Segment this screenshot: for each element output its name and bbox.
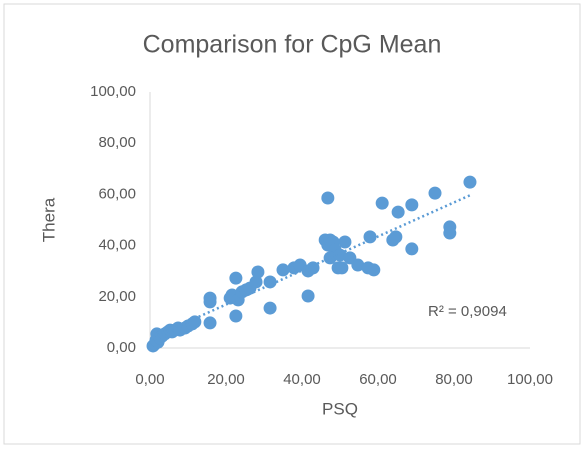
point [367,263,381,277]
x-tick-label: 80,00 [435,371,473,388]
y-tick-label: 40,00 [98,237,136,254]
point [203,316,217,330]
y-tick-label: 60,00 [98,185,136,202]
x-tick-label: 0,00 [135,371,164,388]
point [263,275,277,289]
point [443,226,457,240]
point [188,315,202,329]
y-tick-label: 80,00 [98,134,136,151]
chart-title: Comparison for CpG Mean [143,31,442,59]
point [323,251,337,265]
point [203,295,217,309]
point [351,258,365,272]
point [321,191,335,205]
point [229,271,243,285]
point [229,309,243,323]
point [251,265,265,279]
point [249,275,263,289]
point [335,261,349,275]
point [405,198,419,212]
x-tick-label: 20,00 [207,371,245,388]
y-tick-label: 0,00 [107,339,136,356]
point [333,248,347,262]
chart-border [3,3,581,445]
point [263,301,277,315]
r-squared: R² = 0,9094 [428,303,507,320]
point [338,235,352,249]
point [428,186,442,200]
point [405,242,419,256]
x-tick-label: 40,00 [283,371,321,388]
y-tick-label: 100,00 [90,83,136,100]
x-axis-title: PSQ [322,399,358,418]
point [306,261,320,275]
x-tick-label: 60,00 [359,371,397,388]
point [375,196,389,210]
y-tick-label: 20,00 [98,288,136,305]
point [301,289,315,303]
y-axis-title: Thera [39,197,58,242]
x-tick-label: 100,00 [507,371,553,388]
point [276,263,290,277]
point [389,230,403,244]
point [391,205,405,219]
point [463,175,477,189]
point [363,230,377,244]
